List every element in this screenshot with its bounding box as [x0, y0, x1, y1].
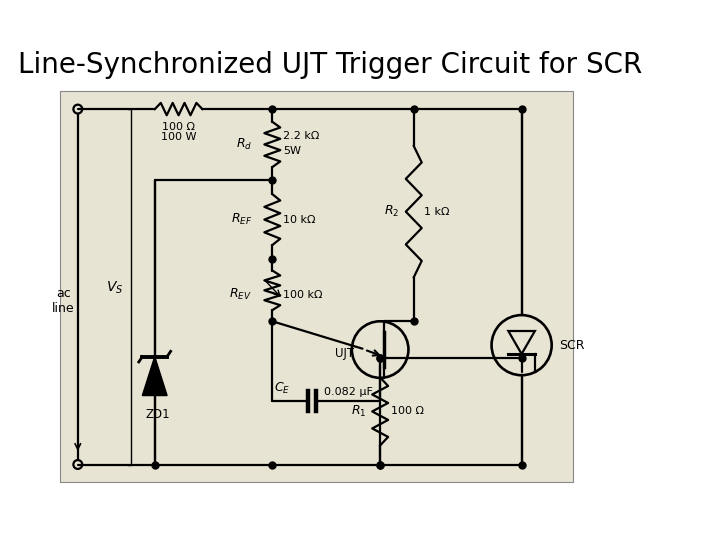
- Text: SCR: SCR: [559, 339, 584, 352]
- Text: $V_S$: $V_S$: [107, 280, 124, 296]
- Text: $R_{EF}$: $R_{EF}$: [230, 212, 252, 227]
- Polygon shape: [143, 356, 167, 395]
- Text: 1 kΩ: 1 kΩ: [424, 207, 450, 217]
- Text: 2.2 kΩ: 2.2 kΩ: [283, 131, 319, 140]
- Text: ZD1: ZD1: [146, 408, 171, 421]
- FancyBboxPatch shape: [60, 91, 573, 482]
- Text: 10 kΩ: 10 kΩ: [283, 214, 315, 225]
- Text: 100 Ω: 100 Ω: [391, 407, 424, 416]
- Text: 100 kΩ: 100 kΩ: [283, 290, 323, 300]
- Text: 100 Ω: 100 Ω: [162, 123, 195, 132]
- Text: Line-Synchronized UJT Trigger Circuit for SCR: Line-Synchronized UJT Trigger Circuit fo…: [18, 51, 642, 79]
- Text: ac
line: ac line: [53, 287, 75, 315]
- Text: 5W: 5W: [283, 146, 301, 156]
- Text: $C_E$: $C_E$: [274, 381, 290, 396]
- Text: 100 W: 100 W: [161, 132, 197, 142]
- Text: $R_2$: $R_2$: [384, 204, 400, 219]
- Text: $R_1$: $R_1$: [351, 404, 366, 419]
- Text: 0.082 μF: 0.082 μF: [323, 387, 372, 397]
- Text: $R_d$: $R_d$: [235, 137, 252, 152]
- Text: UJT: UJT: [336, 347, 354, 361]
- Text: $R_{EV}$: $R_{EV}$: [229, 287, 252, 302]
